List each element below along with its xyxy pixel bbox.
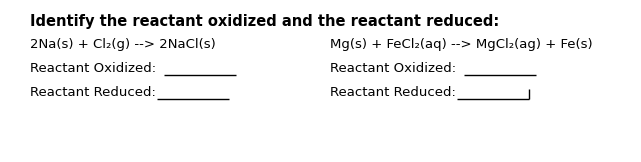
Text: Mg(s) + FeCl₂(aq) --> MgCl₂(ag) + Fe(s): Mg(s) + FeCl₂(aq) --> MgCl₂(ag) + Fe(s) <box>330 38 593 51</box>
Text: 2Na(s) + Cl₂(g) --> 2NaCl(s): 2Na(s) + Cl₂(g) --> 2NaCl(s) <box>30 38 216 51</box>
Text: Reactant Reduced:: Reactant Reduced: <box>30 86 156 99</box>
Text: Reactant Reduced:: Reactant Reduced: <box>330 86 456 99</box>
Text: Reactant Oxidized:: Reactant Oxidized: <box>330 62 456 75</box>
Text: Reactant Oxidized:: Reactant Oxidized: <box>30 62 156 75</box>
Text: Identify the reactant oxidized and the reactant reduced:: Identify the reactant oxidized and the r… <box>30 14 499 29</box>
